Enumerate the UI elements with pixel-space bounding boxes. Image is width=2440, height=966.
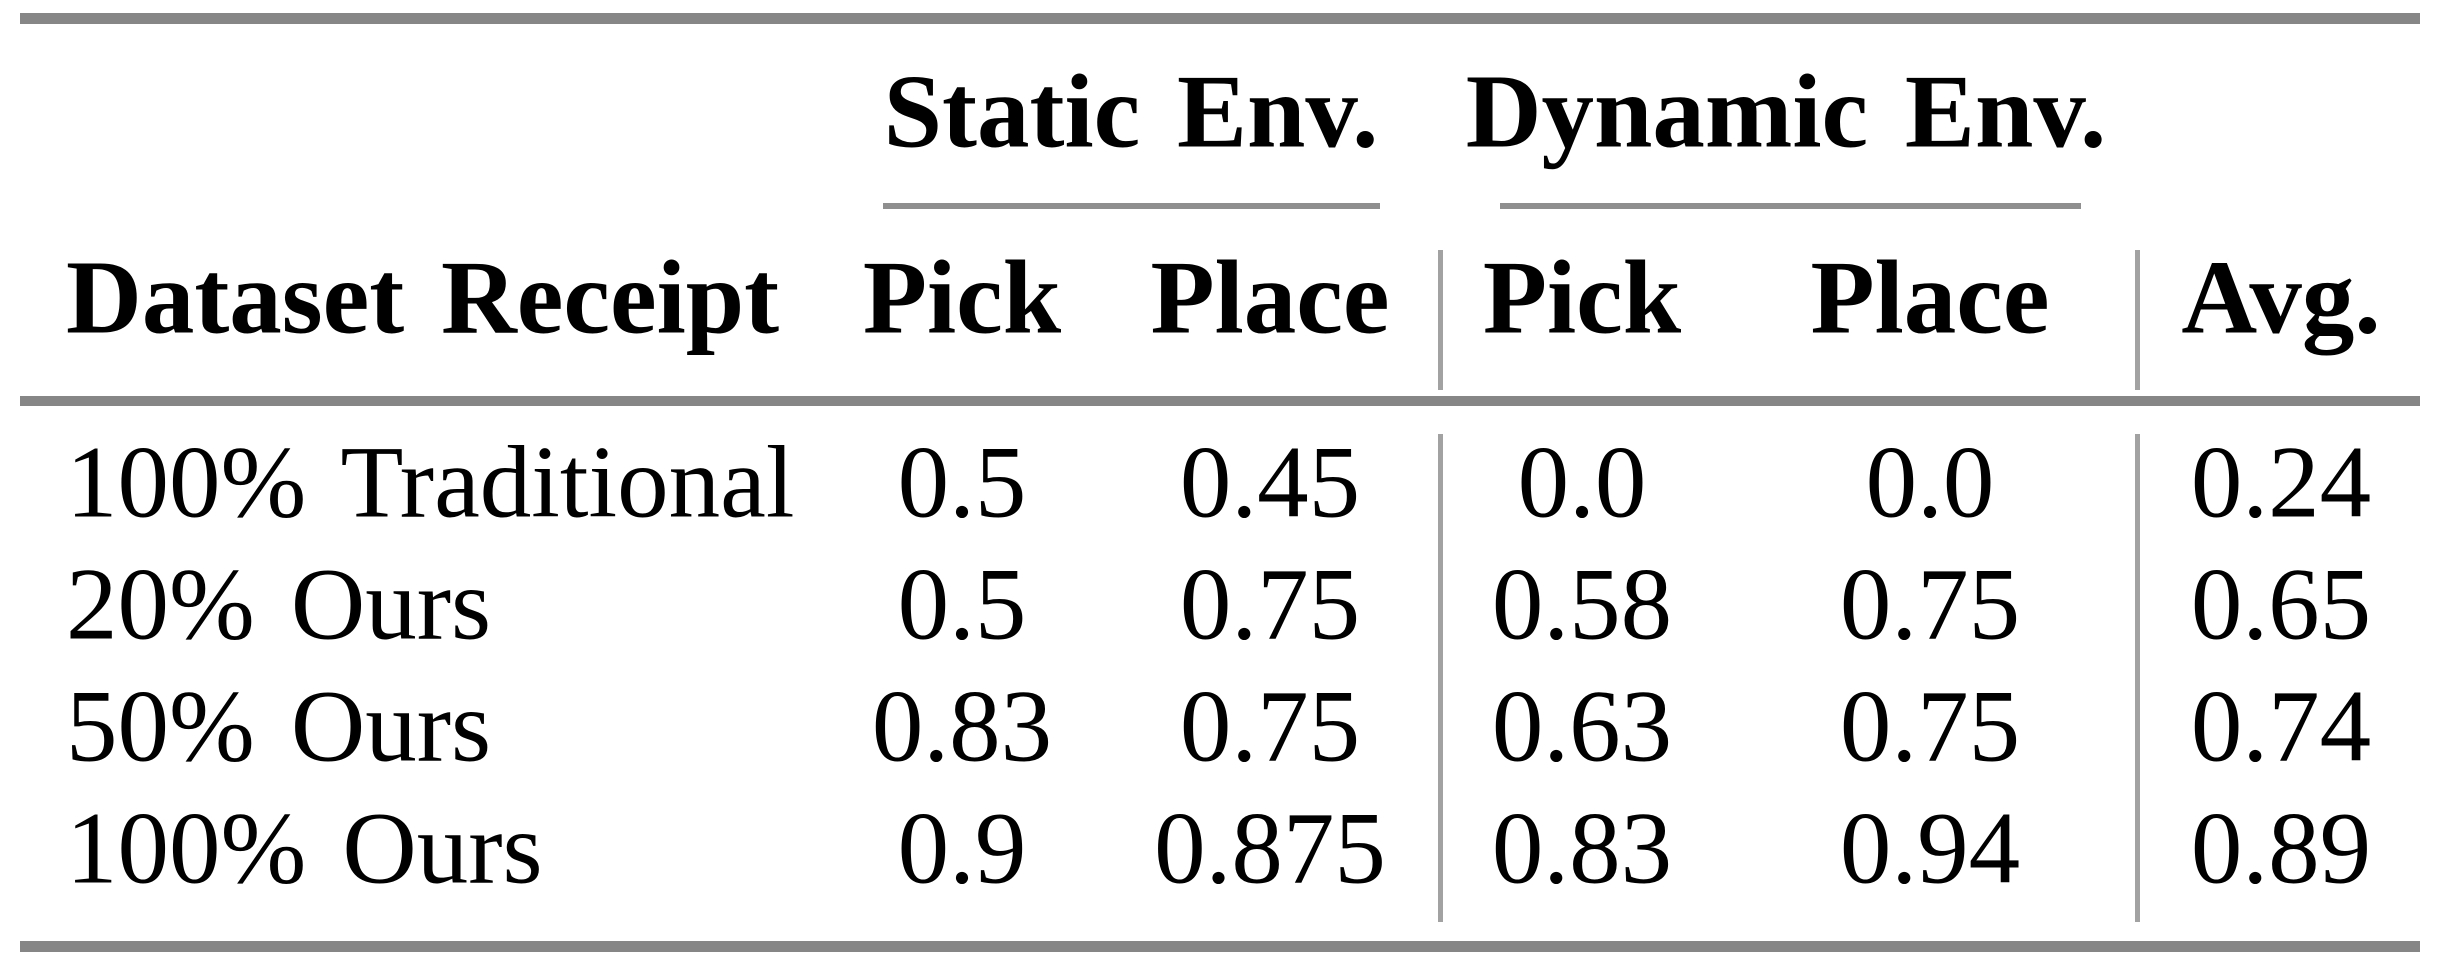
dynamic-env-cmidrule bbox=[1500, 203, 2081, 209]
cell-r1-avg: 0.24 bbox=[2190, 425, 2372, 540]
cell-r3-static-pick: 0.83 bbox=[871, 669, 1053, 784]
body-divider-static-dynamic bbox=[1438, 434, 1443, 922]
cell-r3-static-place: 0.75 bbox=[1179, 669, 1361, 784]
row-label-100pct-ours: 100% Ours bbox=[66, 791, 543, 906]
cell-r1-static-place: 0.45 bbox=[1179, 425, 1361, 540]
col-header-dynamic-pick: Pick bbox=[1482, 238, 1682, 356]
col-header-static-pick: Pick bbox=[862, 238, 1062, 356]
cell-r2-avg: 0.65 bbox=[2190, 547, 2372, 662]
top-rule bbox=[20, 13, 2420, 24]
cell-r3-avg: 0.74 bbox=[2190, 669, 2372, 784]
cell-r4-static-place: 0.875 bbox=[1154, 791, 1386, 906]
header-divider-static-dynamic bbox=[1438, 250, 1443, 390]
cell-r1-static-pick: 0.5 bbox=[897, 425, 1027, 540]
col-header-static-place: Place bbox=[1150, 238, 1390, 356]
cell-r1-dynamic-pick: 0.0 bbox=[1517, 425, 1647, 540]
col-header-dataset-receipt: Dataset Receipt bbox=[66, 238, 780, 356]
header-body-rule bbox=[20, 396, 2420, 406]
row-label-20pct-ours: 20% Ours bbox=[66, 547, 492, 662]
cell-r1-dynamic-place: 0.0 bbox=[1865, 425, 1995, 540]
static-env-cmidrule bbox=[883, 203, 1380, 209]
group-header-dynamic-env: Dynamic Env. bbox=[1465, 52, 2107, 170]
header-divider-avg bbox=[2135, 250, 2140, 390]
cell-r3-dynamic-place: 0.75 bbox=[1839, 669, 2021, 784]
col-header-avg: Avg. bbox=[2181, 238, 2381, 356]
cell-r4-dynamic-place: 0.94 bbox=[1839, 791, 2021, 906]
cell-r2-dynamic-pick: 0.58 bbox=[1491, 547, 1673, 662]
cell-r4-avg: 0.89 bbox=[2190, 791, 2372, 906]
cell-r2-dynamic-place: 0.75 bbox=[1839, 547, 2021, 662]
row-label-50pct-ours: 50% Ours bbox=[66, 669, 492, 784]
cell-r3-dynamic-pick: 0.63 bbox=[1491, 669, 1673, 784]
cell-r4-dynamic-pick: 0.83 bbox=[1491, 791, 1673, 906]
group-header-static-env: Static Env. bbox=[883, 52, 1379, 170]
cell-r4-static-pick: 0.9 bbox=[897, 791, 1027, 906]
cell-r2-static-pick: 0.5 bbox=[897, 547, 1027, 662]
cell-r2-static-place: 0.75 bbox=[1179, 547, 1361, 662]
col-header-dynamic-place: Place bbox=[1810, 238, 2050, 356]
row-label-100pct-traditional: 100% Traditional bbox=[66, 425, 795, 540]
body-divider-avg bbox=[2135, 434, 2140, 922]
bottom-rule bbox=[20, 941, 2420, 952]
